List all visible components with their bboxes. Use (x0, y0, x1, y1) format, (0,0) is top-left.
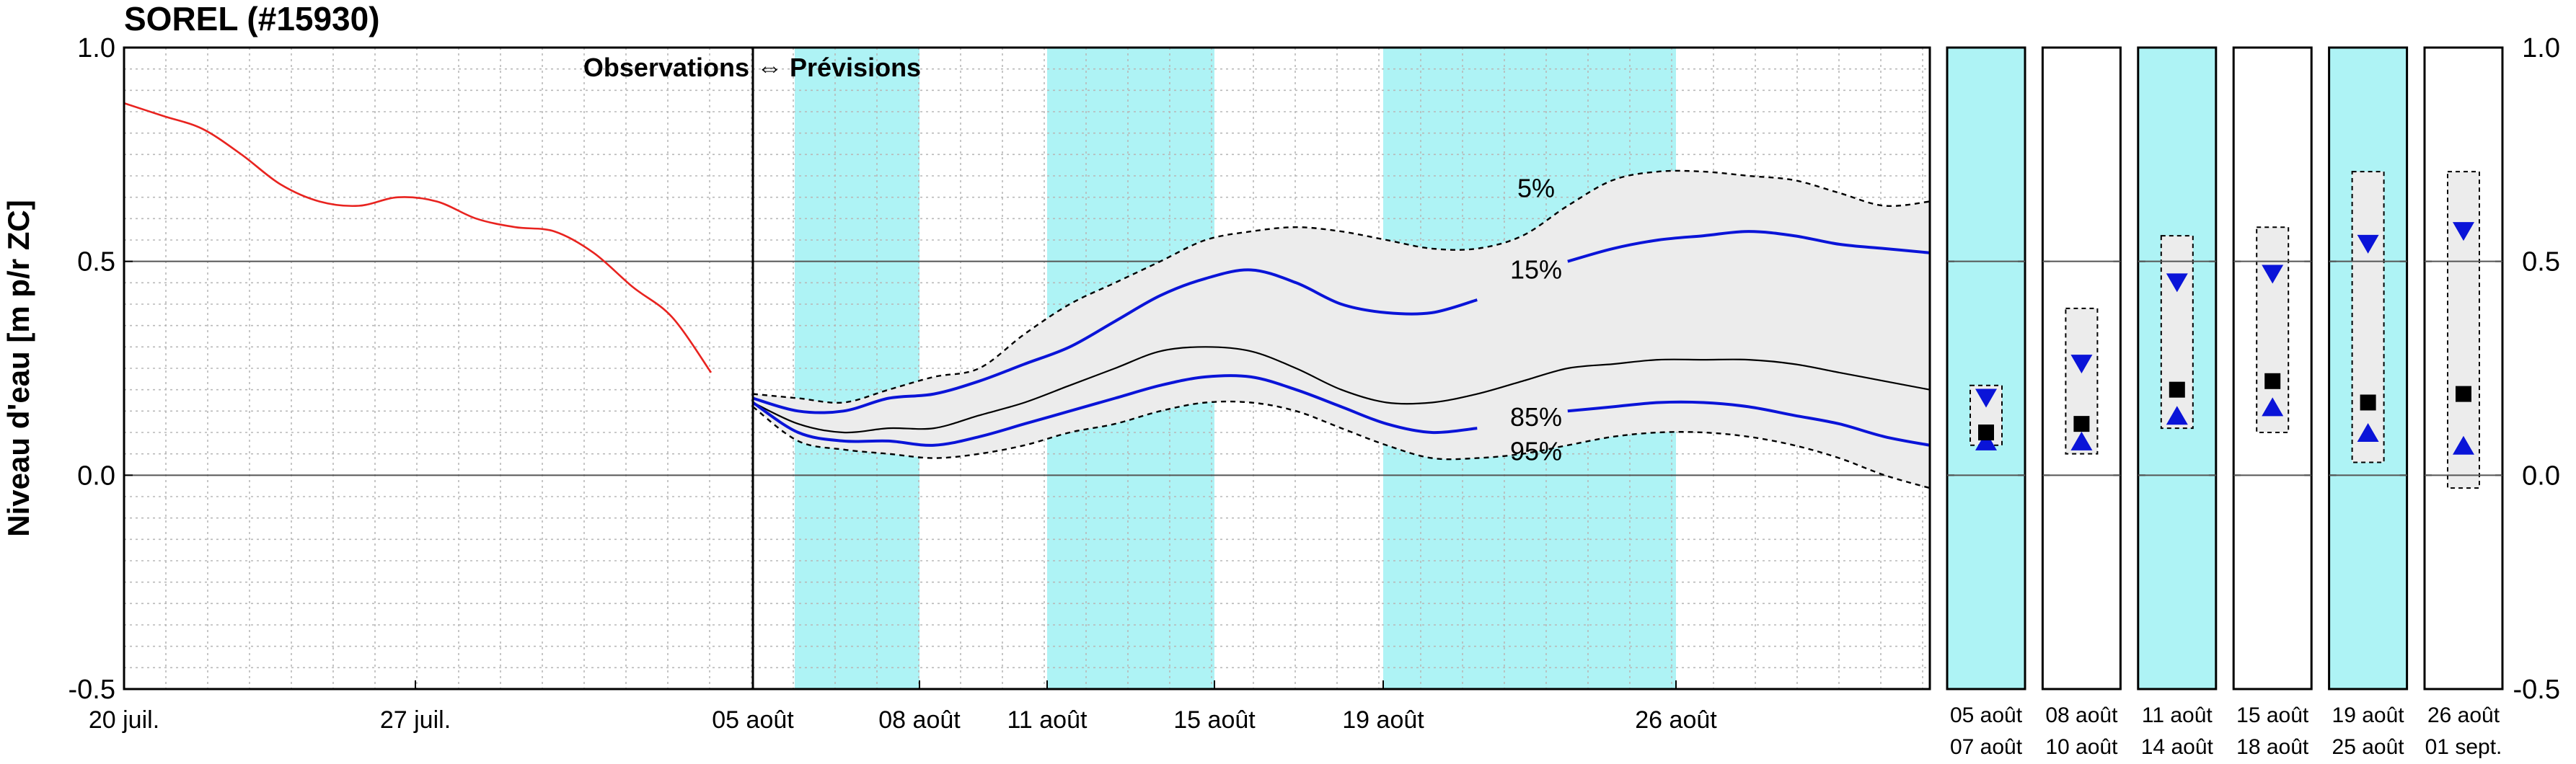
panel-range-box (2351, 171, 2385, 463)
y-axis-label: Niveau d'eau [m p/r ZC] (1, 200, 35, 536)
period-panel-2: 08 août 10 août (2041, 46, 2122, 759)
panel-label-end: 25 août (2332, 735, 2405, 759)
percentile-label-95: 95% (1510, 437, 1562, 466)
period-panel-5: 19 août 25 août (2328, 46, 2409, 759)
observations-line (123, 102, 713, 373)
series-line-85pct (1567, 400, 1931, 447)
panel-marker-median (2360, 394, 2376, 411)
x-tick-label: 15 août (1173, 706, 1256, 734)
percentile-label-85: 85% (1510, 402, 1562, 432)
panel-frame (2423, 46, 2504, 690)
series-line-15pct (752, 268, 1478, 414)
panel-label-start: 26 août (2427, 703, 2500, 727)
panel-marker-upper (2262, 265, 2284, 284)
x-tick-label: 27 juil. (380, 706, 451, 734)
panel-label-end: 14 août (2141, 735, 2214, 759)
panel-marker-lower (2166, 406, 2188, 425)
series-line-15pct (1567, 230, 1931, 263)
panel-frame (2041, 46, 2122, 690)
x-tick-label: 05 août (712, 706, 794, 734)
panel-marker-upper (2070, 355, 2093, 374)
y-tick-label-left: 0.5 (77, 247, 115, 277)
x-tick-label: 19 août (1342, 706, 1424, 734)
y-tick-label-right: 1.0 (2522, 33, 2560, 63)
percentile-label-15: 15% (1510, 254, 1562, 284)
y-tick-label-left: 0.0 (77, 461, 115, 491)
series-line-median (752, 346, 1931, 434)
series-line-85pct (751, 374, 1478, 447)
panel-marker-upper (2166, 273, 2188, 293)
frame-layer (123, 46, 1931, 690)
y-tick-label-left: 1.0 (77, 33, 115, 63)
confidence-band (753, 170, 1930, 489)
grid-layer (124, 48, 1930, 689)
panel-marker-upper (1975, 388, 1997, 408)
plot-frame (123, 46, 1931, 690)
panel-label-end: 10 août (2045, 735, 2118, 759)
panel-range-box (2160, 235, 2194, 430)
x-tick-label: 26 août (1635, 706, 1717, 734)
y-tick-label-right: 0.0 (2522, 461, 2560, 491)
period-panel-3: 11 août 14 août (2137, 46, 2218, 759)
panel-marker-lower (2070, 431, 2093, 450)
series-layer (123, 102, 1931, 489)
series-line-5pct (752, 169, 1931, 404)
panel-marker-lower (1975, 431, 1997, 450)
period-panel-1: 05 août 07 août (1946, 46, 2026, 759)
y-tick-label-right: 0.5 (2522, 247, 2560, 277)
period-panels-layer: 05 août 07 août 08 août 10 août 11 août 14 ao… (1946, 46, 2504, 759)
panel-marker-median (1978, 425, 1994, 440)
panel-label-start: 08 août (2045, 703, 2118, 727)
panel-marker-upper (2453, 222, 2474, 241)
series-line-95pct (752, 400, 1931, 489)
panel-label-start: 19 août (2332, 703, 2405, 727)
panel-label-end: 01 sept. (2425, 735, 2502, 759)
panel-label-start: 11 août (2142, 703, 2213, 727)
y-tick-label-left: -0.5 (69, 675, 115, 705)
panel-marker-lower (2262, 397, 2284, 417)
panel-shade (1947, 48, 2025, 689)
panel-marker-median (2073, 416, 2090, 432)
panel-label-start: 05 août (1950, 703, 2023, 727)
panel-marker-median (2456, 386, 2471, 402)
panel-label-end: 07 août (1950, 735, 2023, 759)
x-tick-label: 20 juil. (89, 706, 159, 734)
percentile-label-5: 5% (1517, 174, 1555, 203)
panel-label-end: 18 août (2236, 735, 2309, 759)
text-layer: 5% 15% 85% 95% SOREL (#15930) Observations ⇔ … (1, 0, 2560, 734)
panel-frame (2137, 46, 2218, 690)
period-panel-6: 26 août 01 sept. (2423, 46, 2504, 759)
panel-marker-lower (2453, 435, 2474, 455)
panel-frame (1946, 46, 2026, 690)
panel-marker-median (2264, 373, 2281, 389)
panel-frame (2328, 46, 2409, 690)
x-tick-label: 11 août (1007, 706, 1088, 734)
panel-marker-median (2169, 381, 2185, 398)
panel-label-start: 15 août (2236, 703, 2309, 727)
y-tick-label-right: -0.5 (2513, 675, 2560, 705)
panel-frame (2232, 46, 2313, 690)
panel-marker-lower (2357, 423, 2379, 442)
chart-title: SOREL (#15930) (124, 0, 380, 37)
period-panel-4: 15 août 18 août (2232, 46, 2313, 759)
confidence-band-layer (753, 170, 1930, 489)
x-tick-label: 08 août (878, 706, 961, 734)
panel-marker-upper (2357, 234, 2379, 254)
divider-label: Observations ⇔ Prévisions (583, 53, 921, 82)
